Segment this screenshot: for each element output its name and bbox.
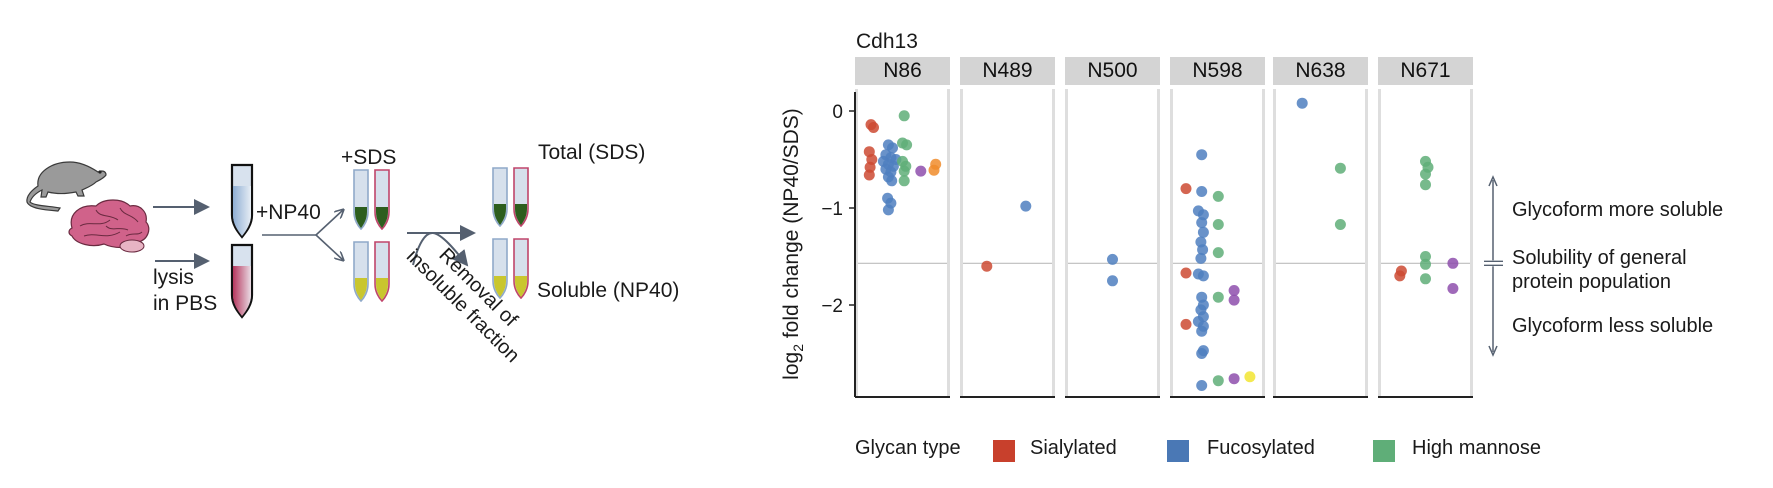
legend-label-high-mannose: High mannose [1412, 437, 1541, 459]
data-point-n598-purple [1228, 285, 1240, 296]
data-point-n86-sialylated [868, 122, 879, 133]
data-point-n86-high-mannose [901, 139, 913, 151]
data-point-n598-fucosylated [1197, 226, 1209, 238]
data-point-n598-high-mannose [1212, 219, 1224, 230]
data-point-n671-high-mannose [1420, 251, 1431, 262]
data-point-n598-purple [1228, 294, 1240, 306]
annotation-less-soluble: Glycoform less soluble [1512, 315, 1714, 337]
tube-soluble-red [513, 238, 529, 300]
brain-icon [68, 199, 150, 253]
facet-strip-n500: N500 [1065, 57, 1160, 85]
workflow-schematic: Removal of insoluble fraction [26, 161, 529, 367]
data-point-n489-fucosylated [1020, 200, 1032, 212]
data-point-n598-sialylated [1180, 183, 1192, 195]
soluble-np40-label: Soluble (NP40) [537, 279, 680, 302]
tube-total-blue [492, 167, 508, 228]
data-point-n86-fucosylated [882, 204, 894, 216]
data-point-n598-sialylated [1180, 318, 1192, 330]
data-point-n671-high-mannose [1420, 179, 1431, 191]
facet-panel-n638 [1273, 89, 1368, 397]
solubility-bracket [1484, 175, 1503, 357]
data-point-n86-purple [915, 165, 927, 177]
data-point-n598-high-mannose [1212, 375, 1224, 387]
facet-strip-n671: N671 [1378, 57, 1473, 85]
data-point-n598-fucosylated [1196, 149, 1208, 161]
y-tick-label: −2 [821, 296, 843, 317]
data-point-n598-fucosylated [1196, 186, 1208, 197]
annotation-general-line1: Solubility of general [1512, 247, 1687, 269]
data-point-n598-purple [1228, 373, 1240, 385]
data-point-n638-fucosylated [1296, 97, 1308, 109]
data-point-n598-high-mannose [1212, 291, 1224, 303]
data-point-n598-fucosylated [1196, 380, 1208, 391]
data-point-n86-fucosylated [886, 175, 898, 187]
legend-title: Glycan type [855, 437, 961, 459]
facet-panel-n671 [1378, 89, 1473, 397]
data-point-n598-fucosylated [1197, 345, 1209, 357]
data-point-n671-sialylated [1394, 270, 1406, 282]
mouse-icon [26, 161, 107, 212]
tube-total-red [513, 167, 529, 228]
tube-lysate-blue [230, 163, 254, 239]
data-point-n86-high-mannose [898, 175, 910, 187]
data-point-n671-high-mannose [1420, 168, 1431, 180]
data-point-n489-sialylated [981, 260, 993, 272]
data-point-n598-high-mannose [1212, 247, 1224, 259]
facet-strip-n86: N86 [855, 57, 950, 85]
total-sds-label: Total (SDS) [538, 141, 646, 164]
data-point-n638-high-mannose [1334, 219, 1346, 230]
legend-swatch-fucosylated [1167, 440, 1189, 462]
data-point-n86-fucosylated [887, 142, 898, 154]
data-point-n86-high-mannose [898, 110, 910, 122]
data-point-n86-orange [928, 164, 940, 176]
data-point-n598-sialylated [1180, 267, 1192, 279]
tube-soluble-blue [492, 238, 508, 300]
lysis-label-line1: lysis [153, 266, 194, 289]
data-point-n671-purple [1447, 257, 1459, 269]
tube-sds-red [374, 169, 390, 231]
tube-np40-red [374, 241, 390, 303]
annotation-general-line2: protein population [1512, 271, 1672, 293]
legend-swatch-high-mannose [1373, 440, 1395, 462]
data-point-n598-yellow [1244, 371, 1256, 383]
tube-np40-blue [353, 241, 369, 303]
data-point-n86-sialylated [863, 169, 875, 181]
facet-panel-n489 [960, 89, 1055, 397]
data-point-n598-fucosylated [1195, 252, 1207, 264]
facet-strip-n598: N598 [1170, 57, 1265, 85]
data-point-n86-high-mannose [898, 165, 910, 177]
tube-lysate-pink [230, 243, 254, 319]
data-point-n598-fucosylated [1197, 270, 1209, 282]
annotation-more-soluble: Glycoform more soluble [1512, 199, 1724, 221]
y-tick-label: 0 [832, 102, 843, 123]
data-point-n598-fucosylated [1197, 244, 1209, 256]
np40-label: +NP40 [256, 201, 321, 224]
data-point-n671-high-mannose [1420, 273, 1431, 285]
data-point-n598-high-mannose [1212, 190, 1224, 202]
facet-panel-n598 [1170, 89, 1265, 397]
facet-strip-n489: N489 [960, 57, 1055, 85]
lysis-label-line2: in PBS [153, 292, 218, 315]
data-point-n638-high-mannose [1334, 162, 1346, 174]
chart-title: Cdh13 [856, 30, 918, 53]
removal-arrow [407, 225, 476, 267]
data-point-n500-fucosylated [1107, 275, 1118, 287]
data-point-n671-high-mannose [1420, 258, 1431, 270]
data-point-n500-fucosylated [1107, 253, 1118, 265]
y-tick-label: −1 [821, 199, 843, 220]
split-arrow [262, 210, 343, 260]
sds-label: +SDS [341, 146, 397, 169]
legend-label-sialylated: Sialylated [1030, 437, 1117, 459]
legend-label-fucosylated: Fucosylated [1207, 437, 1315, 459]
data-point-n598-fucosylated [1196, 217, 1208, 229]
facet-panel-n500 [1065, 89, 1160, 397]
facet-strip-n638: N638 [1273, 57, 1368, 85]
data-point-n671-purple [1447, 283, 1459, 294]
legend-swatch-sialylated [993, 440, 1015, 462]
tube-sds-blue [353, 169, 369, 231]
data-point-n598-fucosylated [1196, 325, 1208, 337]
